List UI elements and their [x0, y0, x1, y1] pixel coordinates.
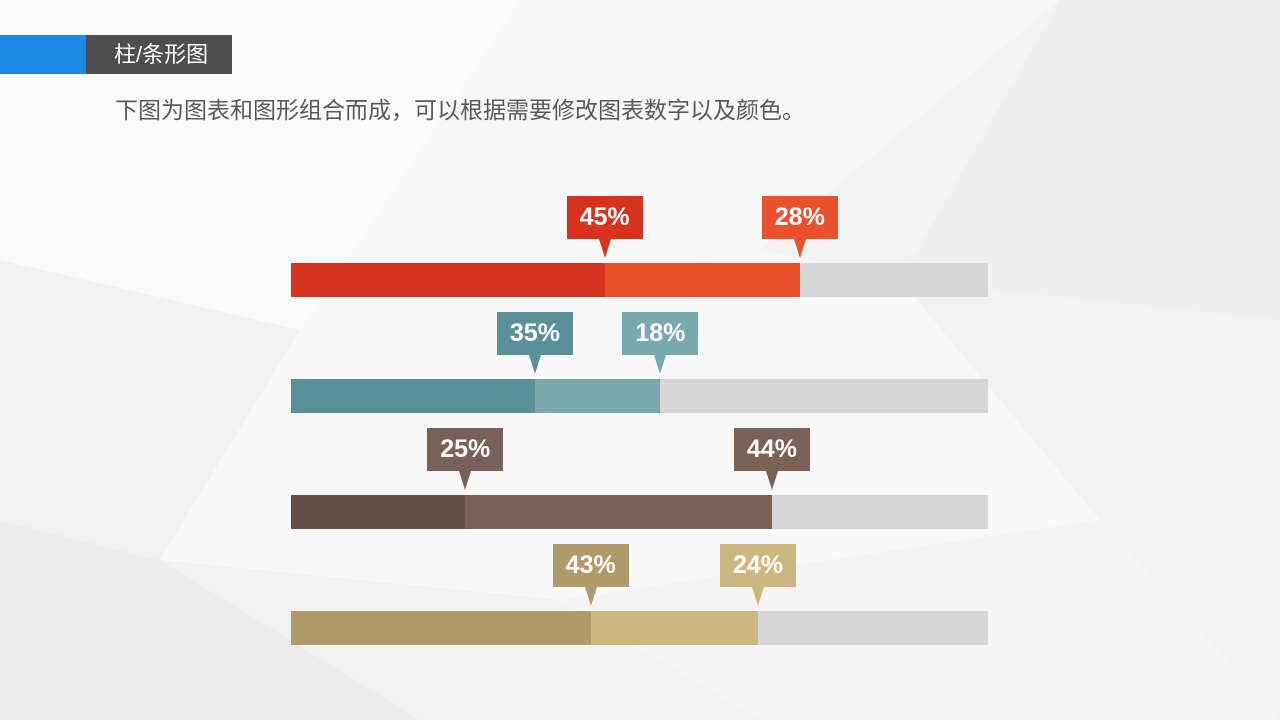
data-label: 28% — [774, 203, 825, 231]
background-facet — [0, 260, 300, 560]
background-facet — [300, 0, 1060, 330]
data-label: 24% — [732, 551, 783, 579]
background-facet — [900, 280, 1280, 720]
callout-pointer — [751, 587, 764, 606]
bar-segment — [465, 495, 772, 529]
background-facet — [0, 0, 520, 330]
callout-pointer — [459, 471, 472, 490]
data-label-callout: 44% — [733, 428, 810, 490]
data-label: 44% — [746, 435, 797, 463]
data-label: 18% — [635, 319, 686, 347]
slide-title: 柱/条形图 — [86, 35, 232, 74]
data-label-callout: 45% — [566, 196, 643, 258]
bar-segment — [291, 495, 466, 529]
data-label-callout: 28% — [761, 196, 838, 258]
callout-pointer — [765, 471, 778, 490]
data-label-callout: 25% — [427, 428, 504, 490]
background-facet — [0, 520, 420, 720]
bar-segment — [590, 611, 758, 645]
bar-row: 45% 28% — [291, 190, 988, 297]
callout-pointer — [598, 239, 611, 258]
data-label-callout: 24% — [719, 544, 796, 606]
bar-segment — [291, 263, 605, 297]
data-label-callout: 43% — [552, 544, 629, 606]
bar-segment — [604, 263, 800, 297]
bar-segment — [291, 611, 591, 645]
data-label: 45% — [579, 203, 630, 231]
bar-row: 25% 44% — [291, 422, 988, 529]
slide-subtitle: 下图为图表和图形组合而成，可以根据需要修改图表数字以及颜色。 — [115, 97, 805, 123]
callout-pointer — [528, 355, 541, 374]
data-label: 25% — [440, 435, 491, 463]
data-label: 43% — [565, 551, 616, 579]
data-label-callout: 35% — [496, 312, 573, 374]
data-label-callout: 18% — [622, 312, 699, 374]
callout-pointer — [793, 239, 806, 258]
data-label: 35% — [509, 319, 560, 347]
callout-pointer — [584, 587, 597, 606]
stacked-bar-chart: 45% 28% 35% 18% 25% 44% 43% 24% — [291, 190, 988, 645]
title-accent-bar — [0, 35, 86, 74]
callout-pointer — [654, 355, 667, 374]
bar-segment — [291, 379, 535, 413]
bar-segment — [534, 379, 661, 413]
background-facet — [900, 0, 1280, 320]
bar-row: 43% 24% — [291, 538, 988, 645]
bar-row: 35% 18% — [291, 306, 988, 413]
